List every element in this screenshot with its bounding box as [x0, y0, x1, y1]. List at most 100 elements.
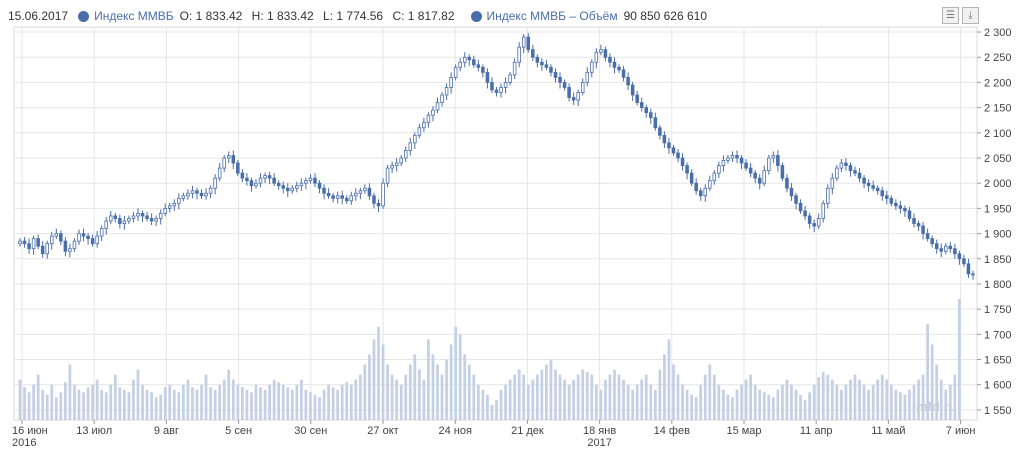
candle [653, 117, 658, 129]
volume-bar [921, 374, 925, 420]
volume-bar [191, 387, 194, 420]
candle [708, 180, 712, 189]
volume-bar [449, 344, 453, 420]
volume-bar [45, 394, 49, 420]
candle [871, 185, 875, 189]
legend-series-name: Индекс ММВБ [94, 9, 174, 23]
candle [231, 155, 236, 164]
volume-bar [835, 384, 839, 420]
candle [531, 49, 535, 58]
download-button[interactable]: ⤓ [962, 7, 979, 24]
volume-bar [808, 392, 811, 420]
volume-bar [948, 384, 952, 420]
candle [957, 253, 962, 260]
candle [512, 61, 517, 76]
candle [649, 112, 653, 119]
candle [671, 147, 676, 154]
volume-bar [431, 354, 435, 420]
candle [290, 187, 295, 192]
x-tick-label: 30 сен [294, 425, 327, 437]
volume-bar [263, 389, 267, 420]
volume-bar [572, 379, 576, 420]
volume-bar [118, 387, 122, 420]
candle [403, 150, 408, 159]
volume-bar [703, 374, 707, 420]
candle [122, 220, 127, 224]
legend-item-volume[interactable]: Индекс ММВБ – Объём 90 850 626 610 [470, 9, 707, 23]
candle [358, 190, 363, 194]
candle [472, 59, 476, 66]
candle [36, 238, 40, 247]
volume-bar [358, 374, 362, 420]
x-tick-label: 27 окт [367, 425, 398, 437]
candle [376, 202, 381, 207]
candle [372, 195, 376, 204]
candle [213, 177, 217, 189]
candle [644, 107, 649, 114]
candle [571, 97, 576, 101]
candle [476, 64, 481, 68]
x-tick-sublabel: 2016 [12, 437, 36, 449]
candle [590, 61, 594, 73]
volume-bar [82, 392, 85, 420]
candle [767, 157, 771, 171]
candle [354, 192, 358, 197]
x-tick-label: 9 авг [154, 425, 179, 437]
candle [299, 182, 304, 187]
candle [59, 233, 63, 242]
grid [13, 26, 978, 421]
candle [136, 213, 140, 217]
volume-bar [490, 404, 494, 420]
candle [413, 134, 417, 144]
volume-bar [513, 374, 517, 420]
chart-toolbar: ☰ ⤓ [939, 7, 979, 24]
candle [408, 142, 413, 151]
volume-bar [195, 389, 199, 420]
volume-bar [222, 379, 226, 420]
volume-bar [440, 374, 444, 420]
candle [113, 215, 118, 219]
candle [263, 175, 267, 179]
candle [608, 56, 612, 63]
candle [812, 223, 816, 227]
legend-item-price[interactable]: Индекс ММВБ O: 1 833.42 H: 1 833.42 L: 1… [78, 9, 460, 23]
volume-bar [322, 389, 326, 420]
volume-bar [740, 384, 743, 420]
volume-bar [240, 387, 244, 420]
volume-bar [372, 339, 376, 420]
candle [208, 187, 213, 194]
candle [68, 248, 72, 252]
volume-bar [585, 372, 589, 420]
candle [667, 142, 671, 149]
volume-bar [935, 364, 939, 420]
candle [939, 248, 944, 252]
chart-legend: 15.06.2017 Индекс ММВБ O: 1 833.42 H: 1 … [8, 7, 717, 25]
volume-bar [86, 387, 90, 420]
volume-bar [368, 354, 371, 420]
volume-bar [177, 392, 181, 420]
menu-button[interactable]: ☰ [942, 7, 959, 24]
legend-low: L: 1 774.56 [323, 9, 384, 23]
candle [780, 165, 785, 179]
volume-bar [663, 354, 666, 420]
y-tick-label: 1 600 [984, 380, 1012, 392]
volume-bar [163, 387, 167, 420]
volume-bar [626, 384, 630, 420]
candle [816, 218, 821, 227]
candle [254, 182, 258, 187]
y-tick-label: 1 800 [984, 279, 1012, 291]
volume-bar [481, 389, 485, 420]
candle [440, 94, 444, 103]
volume-bar [250, 392, 253, 420]
y-tick-label: 1 700 [984, 329, 1012, 341]
volume-bar [908, 389, 911, 420]
volume-bar [417, 369, 421, 420]
candle [367, 187, 372, 197]
volume-bar [653, 389, 657, 420]
candle [544, 64, 549, 68]
volume-bar [236, 384, 240, 420]
candle [313, 177, 317, 184]
candle [807, 215, 812, 224]
volume-bar [64, 382, 67, 420]
candle [190, 190, 195, 194]
